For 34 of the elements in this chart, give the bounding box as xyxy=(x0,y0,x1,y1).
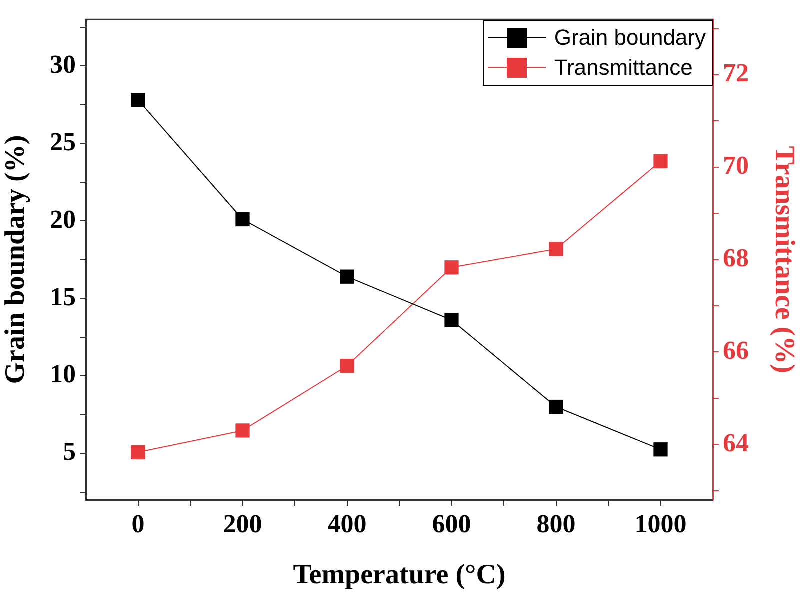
y2-tick-label: 66 xyxy=(723,336,749,365)
point xyxy=(236,424,250,438)
y2-tick-label: 64 xyxy=(723,428,749,458)
point xyxy=(236,212,250,227)
y2-axis-title: Transmittance (%) xyxy=(768,146,800,374)
y-tick-label: 25 xyxy=(50,127,76,156)
point xyxy=(131,93,146,108)
x-tick-label: 200 xyxy=(223,509,262,538)
point xyxy=(340,270,354,284)
legend-label: Grain boundary xyxy=(554,24,706,51)
y-tick-label: 5 xyxy=(63,437,76,466)
x-tick-label: 0 xyxy=(132,509,145,538)
x-tick-label: 400 xyxy=(328,509,367,538)
x-tick-label: 800 xyxy=(536,509,576,538)
y2-tick-label: 72 xyxy=(723,58,749,88)
x-tick-label: 600 xyxy=(432,509,472,538)
y2-tick-label: 70 xyxy=(723,151,749,180)
point xyxy=(444,313,459,328)
x-axis-title: Temperature (°C) xyxy=(293,559,506,590)
point xyxy=(444,260,459,275)
y-axis-title: Grain boundary (%) xyxy=(0,135,32,384)
y-tick-label: 15 xyxy=(50,282,76,312)
y-tick-label: 10 xyxy=(50,360,76,389)
y2-tick-label: 68 xyxy=(723,244,749,273)
point xyxy=(654,442,668,457)
point xyxy=(654,154,668,168)
y-tick-label: 20 xyxy=(50,204,76,234)
y-tick-label: 30 xyxy=(50,50,76,79)
point xyxy=(549,400,564,414)
point xyxy=(549,242,564,256)
point xyxy=(340,358,354,374)
x-tick-label: 1000 xyxy=(634,509,687,538)
point xyxy=(131,445,146,460)
legend-label: Transmittance xyxy=(554,54,693,81)
